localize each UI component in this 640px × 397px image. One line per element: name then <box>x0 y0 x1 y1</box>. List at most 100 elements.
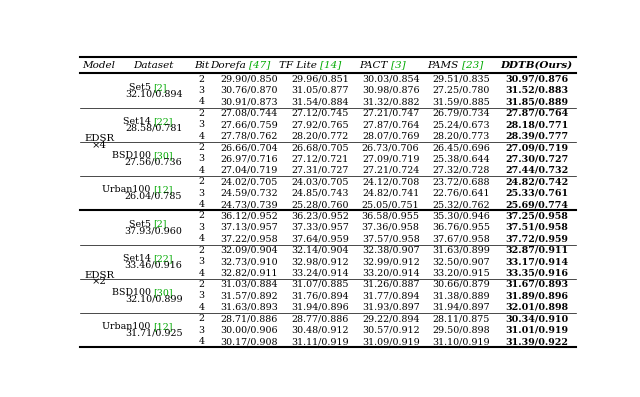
Text: 2: 2 <box>198 109 204 118</box>
Text: 37.67/0.958: 37.67/0.958 <box>433 234 490 243</box>
Text: [47]: [47] <box>249 61 270 69</box>
Text: 37.22/0.958: 37.22/0.958 <box>220 234 278 243</box>
Text: 32.73/0.910: 32.73/0.910 <box>220 257 278 266</box>
Text: 32.10/0.894: 32.10/0.894 <box>125 89 182 98</box>
Text: 32.10/0.899: 32.10/0.899 <box>125 295 182 304</box>
Text: 27.09/0.719: 27.09/0.719 <box>362 154 419 164</box>
Text: 24.85/0.743: 24.85/0.743 <box>291 189 349 198</box>
Text: 25.28/0.760: 25.28/0.760 <box>291 200 349 209</box>
Text: 22.76/0.641: 22.76/0.641 <box>433 189 490 198</box>
Text: 31.93/0.897: 31.93/0.897 <box>362 303 420 312</box>
Text: 31.59/0.885: 31.59/0.885 <box>433 97 490 106</box>
Text: 27.21/0.747: 27.21/0.747 <box>362 109 419 118</box>
Text: 27.12/0.745: 27.12/0.745 <box>291 109 349 118</box>
Text: 27.32/0.728: 27.32/0.728 <box>433 166 490 175</box>
Text: 33.35/0.916: 33.35/0.916 <box>505 268 568 278</box>
Text: 33.24/0.914: 33.24/0.914 <box>291 268 349 278</box>
Text: 27.25/0.780: 27.25/0.780 <box>433 86 490 95</box>
Text: 2: 2 <box>198 212 204 220</box>
Text: 24.03/0.705: 24.03/0.705 <box>291 177 349 186</box>
Text: 28.20/0.773: 28.20/0.773 <box>433 132 490 141</box>
Text: 28.20/0.772: 28.20/0.772 <box>291 132 348 141</box>
Text: [30]: [30] <box>154 288 173 297</box>
Text: 27.31/0.727: 27.31/0.727 <box>291 166 349 175</box>
Text: BSD100: BSD100 <box>111 288 154 297</box>
Text: 4: 4 <box>198 166 204 175</box>
Text: [2]: [2] <box>154 83 167 92</box>
Text: 27.92/0.765: 27.92/0.765 <box>291 120 349 129</box>
Text: 31.94/0.897: 31.94/0.897 <box>433 303 490 312</box>
Text: 32.98/0.912: 32.98/0.912 <box>291 257 349 266</box>
Text: 37.51/0.958: 37.51/0.958 <box>505 223 568 232</box>
Text: [2]: [2] <box>154 220 167 229</box>
Text: 3: 3 <box>198 257 204 266</box>
Text: 3: 3 <box>198 120 204 129</box>
Text: 23.72/0.688: 23.72/0.688 <box>433 177 490 186</box>
Text: 32.50/0.907: 32.50/0.907 <box>433 257 490 266</box>
Text: 31.63/0.899: 31.63/0.899 <box>433 246 490 255</box>
Text: 2: 2 <box>198 246 204 255</box>
Text: 25.69/0.774: 25.69/0.774 <box>505 200 568 209</box>
Text: 24.82/0.741: 24.82/0.741 <box>362 189 419 198</box>
Text: 27.30/0.727: 27.30/0.727 <box>505 154 568 164</box>
Text: 32.38/0.907: 32.38/0.907 <box>362 246 419 255</box>
Text: DDTB(Ours): DDTB(Ours) <box>500 61 573 69</box>
Text: 3: 3 <box>198 223 204 232</box>
Text: 29.96/0.851: 29.96/0.851 <box>291 75 349 83</box>
Text: 4: 4 <box>198 337 204 346</box>
Text: 36.12/0.952: 36.12/0.952 <box>220 212 278 220</box>
Text: Set5: Set5 <box>129 220 154 229</box>
Text: 28.07/0.769: 28.07/0.769 <box>362 132 419 141</box>
Text: Set14: Set14 <box>123 254 154 263</box>
Text: 26.45/0.696: 26.45/0.696 <box>433 143 490 152</box>
Text: 30.76/0.870: 30.76/0.870 <box>220 86 278 95</box>
Text: 33.46/0.916: 33.46/0.916 <box>125 260 182 269</box>
Text: ×2: ×2 <box>92 278 106 287</box>
Text: [14]: [14] <box>320 61 341 69</box>
Text: 31.57/0.892: 31.57/0.892 <box>220 291 278 301</box>
Text: 24.59/0.732: 24.59/0.732 <box>220 189 278 198</box>
Text: 32.14/0.904: 32.14/0.904 <box>291 246 349 255</box>
Text: PACT: PACT <box>359 61 390 69</box>
Text: 29.50/0.898: 29.50/0.898 <box>433 326 490 335</box>
Text: 30.00/0.906: 30.00/0.906 <box>220 326 278 335</box>
Text: 27.09/0.719: 27.09/0.719 <box>505 143 568 152</box>
Text: 31.77/0.894: 31.77/0.894 <box>362 291 419 301</box>
Text: 4: 4 <box>198 234 204 243</box>
Text: 30.48/0.912: 30.48/0.912 <box>291 326 349 335</box>
Text: 31.01/0.919: 31.01/0.919 <box>505 326 568 335</box>
Text: Urban100: Urban100 <box>102 322 154 331</box>
Text: 28.11/0.875: 28.11/0.875 <box>433 314 490 323</box>
Text: 2: 2 <box>198 280 204 289</box>
Text: 37.93/0.960: 37.93/0.960 <box>125 226 182 235</box>
Text: 27.66/0.759: 27.66/0.759 <box>220 120 278 129</box>
Text: 36.76/0.955: 36.76/0.955 <box>433 223 490 232</box>
Text: 27.78/0.762: 27.78/0.762 <box>220 132 278 141</box>
Text: 37.64/0.959: 37.64/0.959 <box>291 234 349 243</box>
Text: 26.73/0.706: 26.73/0.706 <box>362 143 419 152</box>
Text: [30]: [30] <box>154 151 173 160</box>
Text: 25.24/0.673: 25.24/0.673 <box>433 120 490 129</box>
Text: 37.13/0.957: 37.13/0.957 <box>220 223 278 232</box>
Text: 25.05/0.751: 25.05/0.751 <box>362 200 419 209</box>
Text: 33.20/0.914: 33.20/0.914 <box>362 268 419 278</box>
Text: 31.89/0.896: 31.89/0.896 <box>505 291 568 301</box>
Text: EDSR: EDSR <box>84 134 114 143</box>
Text: 37.57/0.958: 37.57/0.958 <box>362 234 420 243</box>
Text: 30.57/0.912: 30.57/0.912 <box>362 326 419 335</box>
Text: 31.10/0.919: 31.10/0.919 <box>433 337 490 346</box>
Text: 2: 2 <box>198 143 204 152</box>
Text: 29.90/0.850: 29.90/0.850 <box>220 75 278 83</box>
Text: 3: 3 <box>198 154 204 164</box>
Text: 27.87/0.764: 27.87/0.764 <box>505 109 568 118</box>
Text: 26.68/0.705: 26.68/0.705 <box>291 143 349 152</box>
Text: 31.11/0.919: 31.11/0.919 <box>291 337 349 346</box>
Text: 33.20/0.915: 33.20/0.915 <box>433 268 490 278</box>
Text: 31.54/0.884: 31.54/0.884 <box>291 97 349 106</box>
Text: Bit: Bit <box>194 61 209 69</box>
Text: 28.18/0.771: 28.18/0.771 <box>505 120 568 129</box>
Text: 31.63/0.893: 31.63/0.893 <box>220 303 278 312</box>
Text: [12]: [12] <box>154 185 173 195</box>
Text: 30.34/0.910: 30.34/0.910 <box>505 314 568 323</box>
Text: 31.71/0.925: 31.71/0.925 <box>125 329 182 338</box>
